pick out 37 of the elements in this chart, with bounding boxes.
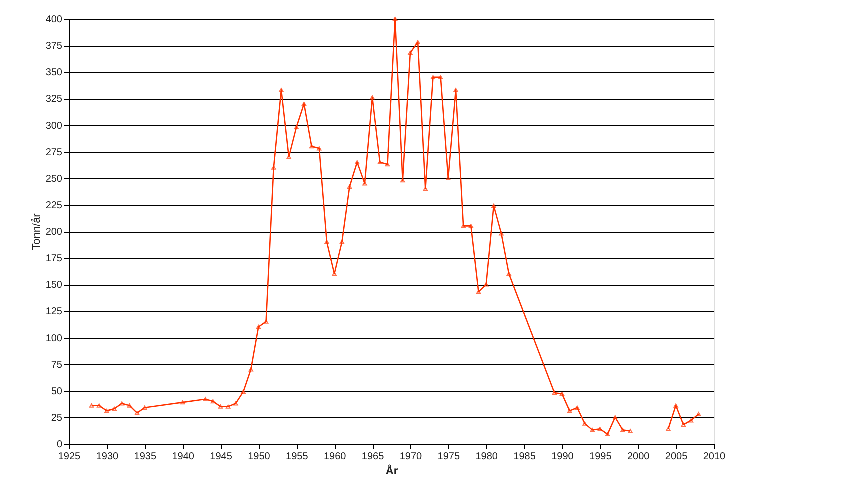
y-tick-label: 25 xyxy=(51,412,63,424)
y-tick-label: 225 xyxy=(46,200,63,212)
x-tick-label: 1945 xyxy=(210,452,233,462)
y-tick-label: 325 xyxy=(46,94,63,106)
y-tick-label: 0 xyxy=(56,440,63,450)
y-tick-label: 50 xyxy=(51,386,63,398)
x-tick-label: 1995 xyxy=(590,452,612,462)
y-tick-label: 375 xyxy=(46,41,63,52)
x-tick-label: 1940 xyxy=(172,452,195,462)
x-tick-label: 2010 xyxy=(703,452,726,462)
y-tick-label: 150 xyxy=(46,280,63,292)
x-tick-label: 2005 xyxy=(665,452,688,462)
x-tick-label: 1930 xyxy=(96,452,119,462)
x-tick-label: 2000 xyxy=(627,452,650,462)
x-tick-label: 1935 xyxy=(134,452,157,462)
x-tick-label: 1980 xyxy=(476,452,498,462)
x-tick-label: 1965 xyxy=(362,452,385,462)
y-axis-title: Tonn/år xyxy=(30,213,43,250)
y-tick-label: 200 xyxy=(46,227,63,238)
y-tick-label: 400 xyxy=(46,14,63,26)
y-tick-label: 350 xyxy=(46,68,63,79)
x-tick-label: 1975 xyxy=(438,452,460,462)
y-tick-label: 100 xyxy=(46,333,63,344)
y-tick-label: 250 xyxy=(46,174,63,185)
x-tick-label: 1985 xyxy=(514,452,536,462)
x-axis-title: År xyxy=(386,464,399,478)
x-tick-label: 1925 xyxy=(58,452,82,462)
y-tick-label: 275 xyxy=(46,147,63,158)
x-tick-label: 1960 xyxy=(324,452,347,462)
x-tick-label: 1970 xyxy=(400,452,423,462)
y-tick-label: 75 xyxy=(51,360,63,371)
y-tick-label: 175 xyxy=(46,254,63,265)
x-tick-label: 1955 xyxy=(286,452,309,462)
x-tick-label: 1990 xyxy=(552,452,574,462)
y-tick-label: 300 xyxy=(46,120,63,132)
x-tick-label: 1950 xyxy=(248,452,271,462)
y-tick-label: 125 xyxy=(46,306,63,318)
